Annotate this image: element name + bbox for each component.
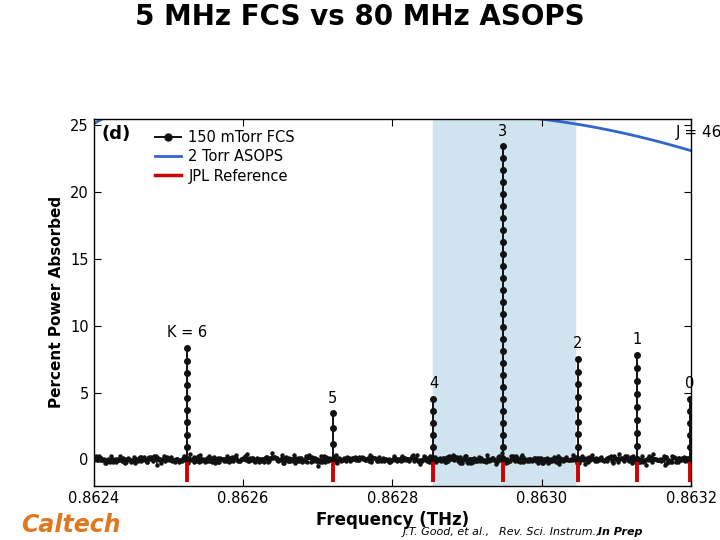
Text: Rev. Sci. Instrum.,: Rev. Sci. Instrum., [499,527,600,537]
Text: 1: 1 [633,332,642,347]
X-axis label: Frequency (THz): Frequency (THz) [316,511,469,529]
Text: 3: 3 [498,124,508,139]
Text: (d): (d) [101,125,130,144]
Bar [433,119,575,486]
Text: Caltech: Caltech [22,514,121,537]
Text: J.T. Good, et al.,: J.T. Good, et al., [403,527,494,537]
Legend: 150 mTorr FCS, 2 Torr ASOPS, JPL Reference: 150 mTorr FCS, 2 Torr ASOPS, JPL Referen… [155,130,295,184]
Text: 2: 2 [573,336,582,351]
Text: J = 46: J = 46 [676,125,720,140]
Text: 5: 5 [328,391,337,406]
Text: 4: 4 [429,376,438,391]
Text: K = 6: K = 6 [167,326,207,340]
Text: 5 MHz FCS vs 80 MHz ASOPS: 5 MHz FCS vs 80 MHz ASOPS [135,3,585,31]
Y-axis label: Percent Power Absorbed: Percent Power Absorbed [50,197,64,408]
Text: In Prep: In Prep [594,527,642,537]
Text: 0: 0 [685,376,694,391]
